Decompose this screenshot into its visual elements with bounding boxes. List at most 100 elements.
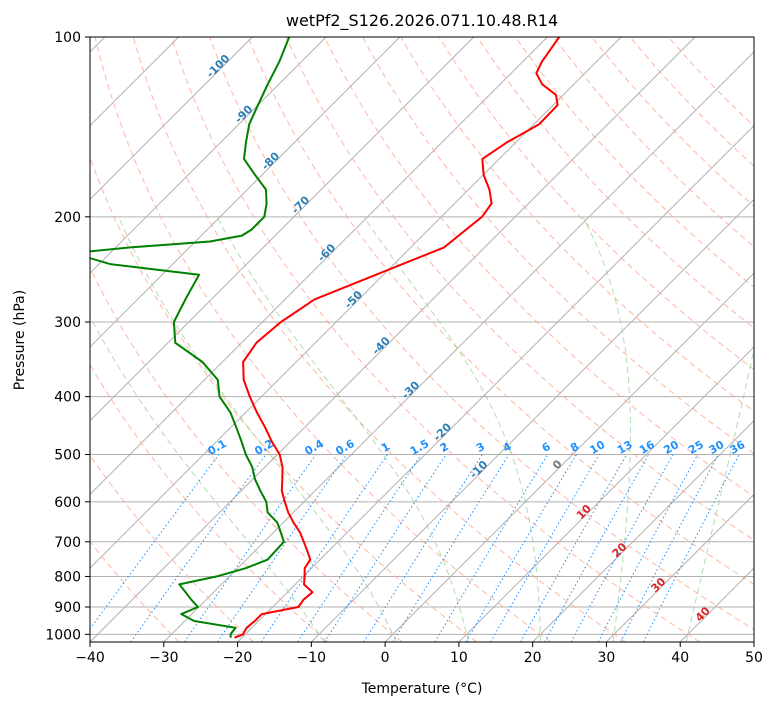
isotherm-label-warm: 10 (574, 502, 594, 522)
dewpoint-trace (90, 37, 291, 638)
mixing-ratio-line (324, 454, 447, 642)
moist-adiabat (363, 216, 542, 642)
isotherm-line (163, 51, 754, 642)
isotherm-label-warm: 30 (648, 575, 668, 595)
x-tick-label: 30 (598, 650, 616, 666)
moist-adiabats (90, 216, 754, 642)
moist-adiabat (685, 347, 754, 642)
mixing-ratio-label: 4 (501, 440, 514, 455)
mixing-ratio-line (490, 454, 600, 642)
dry-adiabats (90, 37, 754, 642)
isotherm-label: -60 (315, 241, 338, 264)
isotherm-line (384, 272, 754, 642)
x-tick-label: 50 (745, 650, 763, 666)
isotherm-line (458, 346, 754, 642)
mixing-ratio-label: 6 (540, 440, 553, 455)
isotherm-line (90, 37, 253, 201)
x-axis-label: Temperature (°C) (361, 681, 483, 697)
dry-adiabat (94, 37, 552, 642)
dry-adiabat (323, 37, 754, 498)
mixing-ratio-line (597, 454, 699, 642)
isotherm-line (90, 37, 327, 274)
mixing-ratio-line (260, 454, 388, 642)
dry-adiabat (476, 37, 754, 329)
dry-adiabat (209, 37, 754, 631)
isotherm-label: -10 (467, 458, 490, 481)
mixing-ratio-line (130, 454, 267, 642)
temperature-trace (234, 37, 561, 639)
dry-adiabat (90, 364, 329, 642)
mixing-ratio-line (392, 454, 510, 642)
y-tick-label: 900 (54, 600, 81, 616)
isotherm-line (606, 493, 754, 642)
mixing-ratio-line (520, 454, 628, 642)
x-tick-label: 20 (524, 650, 542, 666)
dry-adiabat (515, 37, 754, 288)
isotherm-label-warm: 20 (610, 540, 630, 560)
mixing-ratio-line (363, 454, 483, 642)
plot-frame (89, 36, 755, 643)
y-tick-label: 300 (54, 315, 81, 331)
isotherm-line (90, 37, 622, 569)
mixing-ratio-line (570, 454, 674, 642)
x-tick-label: −40 (75, 650, 105, 666)
isotherm-line (90, 37, 696, 642)
dry-adiabat (285, 37, 754, 541)
isotherm-label: -80 (259, 149, 282, 172)
y-axis-ticks: 100 200 300 400 500 600 700 800 900 1000 (45, 30, 90, 643)
dry-adiabat (90, 454, 254, 642)
isotherm-line (310, 198, 754, 642)
y-tick-label: 1000 (45, 627, 81, 643)
dry-adiabat (629, 37, 754, 167)
dry-adiabat (247, 37, 754, 586)
x-tick-label: −20 (223, 650, 253, 666)
moist-adiabat (90, 315, 325, 642)
isotherm-line (237, 124, 754, 642)
x-tick-label: −10 (297, 650, 327, 666)
y-tick-label: 100 (54, 30, 81, 46)
mixing-ratio-line (465, 454, 577, 642)
isotherm-line (679, 567, 754, 642)
isotherm-label: -90 (232, 102, 255, 125)
mixing-ratio-line (90, 454, 220, 630)
dry-adiabat (438, 37, 754, 371)
dry-adiabat (132, 37, 626, 642)
isotherm-line (90, 37, 548, 496)
skewed-isotherms (90, 37, 754, 642)
mixing-ratio-line (217, 454, 348, 642)
moist-adiabat (582, 216, 632, 642)
mixing-ratio-line (434, 454, 549, 642)
isotherm-label: -70 (289, 193, 312, 216)
isotherm-line (532, 419, 754, 642)
mixing-ratio-line (297, 454, 422, 642)
sounding-traces (90, 37, 561, 639)
mixing-ratio-line (183, 454, 317, 642)
dry-adiabat (171, 37, 701, 642)
mixing-ratio-lines (90, 454, 740, 642)
y-axis-label: Pressure (hPa) (12, 290, 28, 390)
isotherm-label: -50 (342, 288, 365, 311)
isotherm-label: -30 (399, 378, 422, 401)
y-tick-label: 600 (54, 495, 81, 511)
plot-area: 0.1 0.2 0.4 0.6 1 1.5 2 3 4 6 8 10 13 16 20 25 30 36-100-… (90, 37, 754, 642)
y-tick-label: 400 (54, 390, 81, 406)
pressure-gridlines (90, 37, 754, 635)
x-tick-label: 0 (381, 650, 390, 666)
dry-adiabat (400, 37, 754, 412)
chart-title: wetPf2_S126.2026.071.10.48.R14 (286, 11, 558, 31)
isotherm-line (90, 37, 475, 422)
mixing-ratio-line (544, 454, 650, 642)
x-tick-label: 10 (450, 650, 468, 666)
y-tick-label: 500 (54, 448, 81, 464)
y-tick-label: 700 (54, 535, 81, 551)
x-tick-label: 40 (671, 650, 689, 666)
dry-adiabat (667, 37, 754, 127)
moist-adiabat (216, 216, 469, 642)
x-axis-ticks: −40 −30 −20 −10 0 10 20 30 40 50 (75, 642, 763, 666)
mixing-ratio-label: 3 (474, 440, 487, 455)
in-plot-labels: 0.1 0.2 0.4 0.6 1 1.5 2 3 4 6 8 10 13 16 20 25 30 36-100-… (204, 52, 748, 625)
dry-adiabat (90, 266, 403, 642)
y-tick-label: 800 (54, 569, 81, 585)
isotherm-line (753, 641, 754, 642)
